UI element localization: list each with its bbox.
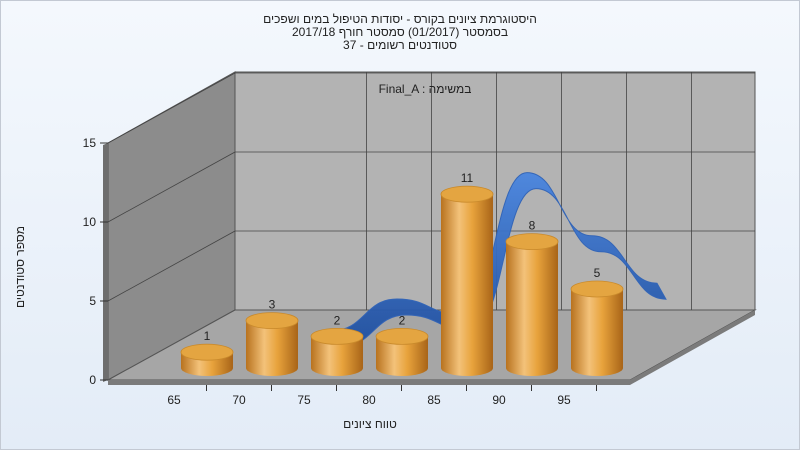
bar-top bbox=[440, 185, 494, 203]
y-axis-ticks: 0 5 10 15 bbox=[83, 136, 108, 387]
bar-top bbox=[570, 280, 624, 298]
bar: 5 bbox=[570, 266, 624, 376]
gridline-left bbox=[107, 151, 236, 223]
x-tick-label: 65 bbox=[167, 393, 181, 407]
bar-value-label: 8 bbox=[529, 219, 536, 233]
bar: 11 bbox=[440, 171, 494, 376]
bar-top bbox=[245, 312, 299, 330]
bar-top bbox=[310, 327, 364, 345]
bar-body bbox=[311, 336, 363, 376]
bar-value-label: 2 bbox=[334, 313, 341, 327]
bar-top bbox=[505, 233, 559, 251]
bar: 1 bbox=[180, 329, 234, 376]
y-tick-label: 10 bbox=[83, 215, 97, 229]
bar-value-label: 1 bbox=[204, 329, 211, 343]
bar-top bbox=[375, 327, 429, 345]
bar-body bbox=[506, 241, 558, 376]
bar-body bbox=[246, 320, 298, 376]
gridline-left bbox=[107, 72, 236, 144]
x-tick-label: 95 bbox=[557, 393, 571, 407]
x-tick-label: 85 bbox=[427, 393, 441, 407]
bar: 2 bbox=[375, 313, 429, 376]
y-axis-label: מספר סטודנטים bbox=[13, 225, 27, 309]
bar-body bbox=[376, 336, 428, 376]
chart-gridlines bbox=[107, 72, 755, 310]
bar-value-label: 11 bbox=[461, 171, 474, 185]
bars-group: 1 3 2 2 11 8 5 bbox=[180, 171, 624, 376]
x-tick-label: 80 bbox=[362, 393, 376, 407]
bar-body bbox=[571, 289, 623, 376]
y-tick-label: 15 bbox=[83, 136, 97, 150]
title-line-2: בסמסטר (01/2017) סמסטר חורף 2017/18 bbox=[291, 25, 509, 39]
left-wall-edge bbox=[103, 143, 108, 382]
x-tick-label: 90 bbox=[492, 393, 506, 407]
gridline-left bbox=[107, 230, 236, 302]
y-tick-label: 5 bbox=[89, 294, 96, 308]
title-line-3: סטודנטים רשומים - 37 bbox=[343, 38, 457, 52]
bar-value-label: 3 bbox=[269, 298, 276, 312]
chart-walls bbox=[103, 71, 757, 385]
x-axis-ticks: 65 70 75 80 85 90 95 bbox=[167, 385, 597, 407]
title-line-1: היסטוגרמת ציונים בקורס - יסודות הטיפול ב… bbox=[263, 12, 537, 26]
x-axis-label: טווח ציונים bbox=[343, 417, 397, 431]
chart-annotation: Final_A : במשימה bbox=[378, 82, 472, 96]
x-tick-label: 70 bbox=[232, 393, 246, 407]
bar-value-label: 5 bbox=[594, 266, 601, 280]
bar-value-label: 2 bbox=[399, 313, 406, 327]
x-tick-label: 75 bbox=[297, 393, 311, 407]
y-tick-label: 0 bbox=[89, 373, 96, 387]
bar: 3 bbox=[245, 298, 299, 376]
bar: 2 bbox=[310, 313, 364, 376]
bar: 8 bbox=[505, 219, 559, 376]
bar-body bbox=[441, 194, 493, 376]
bar-top bbox=[180, 343, 234, 361]
